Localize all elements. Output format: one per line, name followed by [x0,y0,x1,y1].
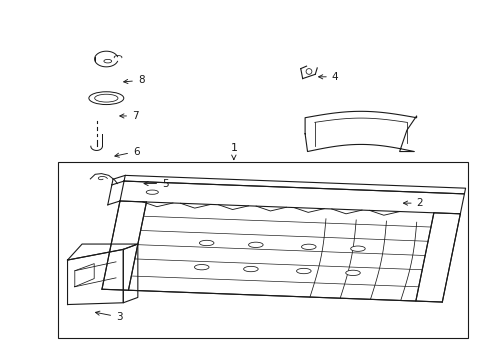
Ellipse shape [296,268,310,274]
Ellipse shape [345,270,360,275]
Ellipse shape [199,240,214,246]
Text: 2: 2 [403,198,423,208]
Ellipse shape [89,92,123,104]
Ellipse shape [305,69,311,74]
Text: 7: 7 [120,111,139,121]
Text: 4: 4 [318,72,338,82]
Ellipse shape [194,265,208,270]
Ellipse shape [95,94,118,102]
Ellipse shape [146,190,158,194]
Ellipse shape [301,244,315,249]
Ellipse shape [248,242,263,248]
Text: 6: 6 [115,147,140,157]
Text: 3: 3 [95,311,122,322]
Ellipse shape [350,246,365,251]
Text: 5: 5 [144,179,168,189]
Text: 8: 8 [123,75,144,85]
Text: 1: 1 [230,143,237,159]
Bar [58,162,467,338]
Ellipse shape [103,59,111,63]
Ellipse shape [243,266,258,272]
